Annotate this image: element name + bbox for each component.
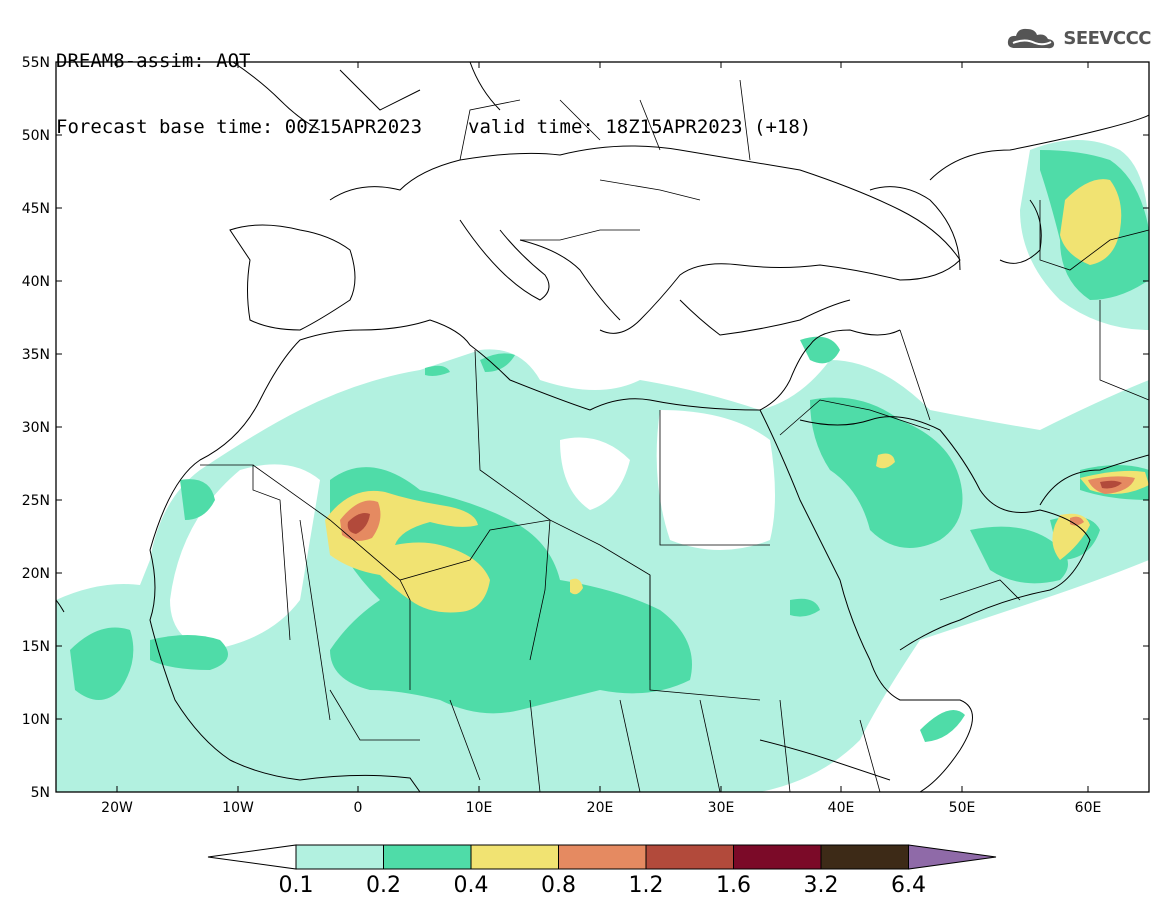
coastlines — [56, 62, 1149, 792]
colorbar-segment — [733, 844, 822, 870]
aot-clear-areas — [170, 410, 775, 650]
borders — [200, 79, 1149, 792]
lat-label: 35N — [22, 347, 50, 363]
lat-labels: 55N 50N 45N 40N 35N 30N 25N 20N 15N 10N … — [22, 55, 50, 801]
aot-level-1.2 — [347, 480, 1122, 534]
lon-label: 10E — [466, 800, 493, 816]
colorbar-label: 0.4 — [454, 873, 489, 898]
lon-label: 0 — [354, 800, 363, 816]
lon-labels: 20W 10W 0 10E 20E 30E 40E 50E 60E — [101, 800, 1101, 816]
valid-time: valid time: 18Z15APR2023 (+18) — [468, 116, 812, 138]
colorbar-label: 3.2 — [804, 873, 839, 898]
lat-label: 50N — [22, 128, 50, 144]
lat-label: 45N — [22, 201, 50, 217]
cloud-icon — [1008, 28, 1055, 49]
lat-label: 15N — [22, 639, 50, 655]
lon-label: 20E — [587, 800, 614, 816]
colorbar-segment — [470, 844, 559, 870]
colorbar-label: 6.4 — [891, 873, 926, 898]
colorbar-segment — [820, 844, 909, 870]
title-block: DREAM8-assim: AOT Forecast base time: 00… — [56, 6, 811, 160]
aot-level-0.2 — [70, 150, 1149, 742]
colorbar-label: 1.6 — [716, 873, 751, 898]
lat-label: 40N — [22, 274, 50, 290]
lat-label: 20N — [22, 566, 50, 582]
colorbar-label: 0.8 — [541, 873, 576, 898]
colorbar-label: 1.2 — [629, 873, 664, 898]
lon-label: 60E — [1075, 800, 1102, 816]
colorbar-segment — [558, 844, 647, 870]
logo-text: SEEVCCC — [1063, 27, 1151, 49]
lon-label: 10W — [222, 800, 254, 816]
chart-title: DREAM8-assim: AOT — [56, 50, 251, 72]
lat-label: 5N — [31, 785, 50, 801]
colorbar — [207, 844, 997, 870]
seevccc-logo: SEEVCCC — [1005, 24, 1151, 52]
colorbar-under-arrow — [207, 844, 297, 870]
lat-label: 25N — [22, 493, 50, 509]
lon-label: 40E — [828, 800, 855, 816]
subtitle-row: Forecast base time: 00Z15APR2023 valid t… — [56, 116, 811, 138]
lon-label: 20W — [101, 800, 133, 816]
base-time: Forecast base time: 00Z15APR2023 — [56, 116, 423, 138]
axis-ticks — [56, 61, 1149, 792]
lat-label: 30N — [22, 420, 50, 436]
colorbar-labels: 0.1 0.2 0.4 0.8 1.2 1.6 3.2 6.4 — [279, 873, 927, 898]
colorbar-label: 0.1 — [279, 873, 314, 898]
colorbar-label: 0.2 — [366, 873, 401, 898]
lat-label: 55N — [22, 55, 50, 71]
colorbar-segment — [295, 844, 384, 870]
aot-shading — [56, 140, 1149, 792]
colorbar-segment — [383, 844, 472, 870]
colorbar-segment — [645, 844, 734, 870]
lon-label: 50E — [949, 800, 976, 816]
lon-label: 30E — [708, 800, 735, 816]
lat-label: 10N — [22, 712, 50, 728]
colorbar-over-arrow — [908, 844, 997, 870]
